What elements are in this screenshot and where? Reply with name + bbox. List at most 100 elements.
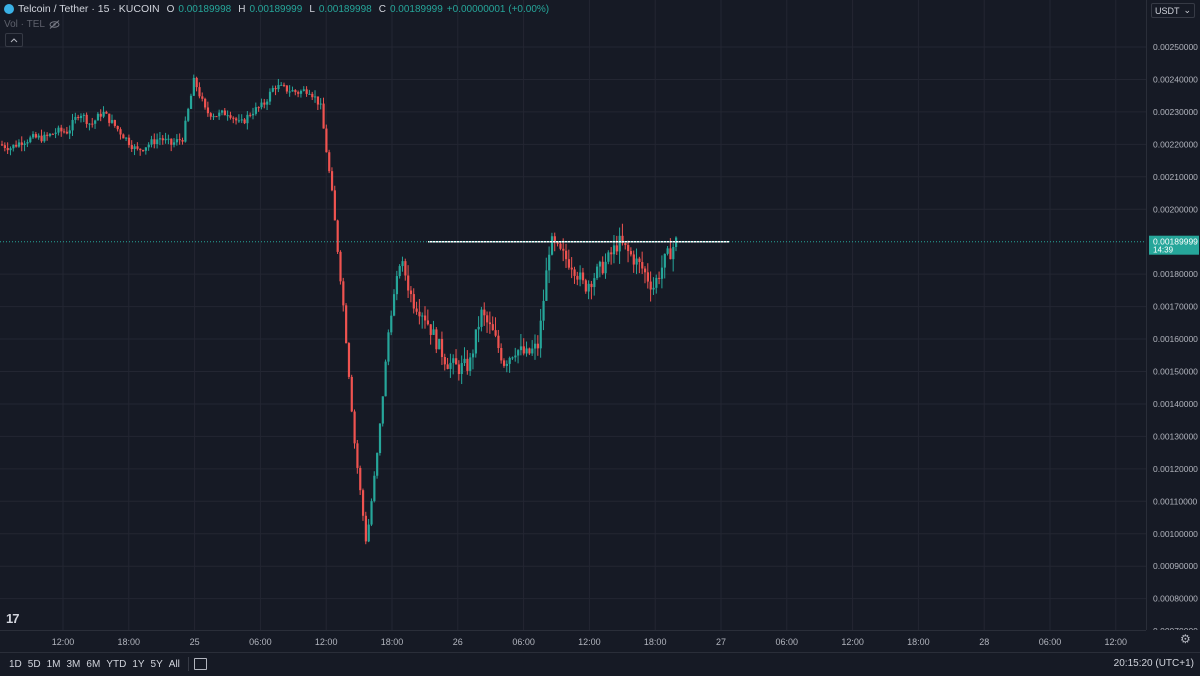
- time-tick-label: 25: [190, 637, 200, 647]
- candle-body: [333, 190, 336, 221]
- price-axis[interactable]: 0.00250000 0.00240000 0.00230000 0.00220000…: [1146, 0, 1200, 636]
- tradingview-logo-icon[interactable]: 17: [6, 611, 20, 626]
- candle-body: [29, 137, 32, 143]
- ohlc-open-key: O: [166, 3, 175, 15]
- candle-body: [655, 277, 658, 288]
- range-5d-button[interactable]: 5D: [27, 658, 41, 670]
- candle-body: [629, 251, 633, 255]
- candle-body: [119, 129, 122, 135]
- candle-body: [158, 138, 162, 140]
- candle-body: [415, 308, 418, 312]
- range-3m-button[interactable]: 3M: [66, 658, 81, 670]
- candle-body: [621, 235, 624, 244]
- price-tick-label: 0.00160000: [1153, 334, 1198, 344]
- range-1m-button[interactable]: 1M: [46, 658, 61, 670]
- candle-body: [353, 411, 356, 444]
- candle-body: [418, 311, 421, 317]
- candle-body: [108, 113, 111, 123]
- candle-body: [237, 120, 241, 122]
- candle-body: [54, 132, 57, 134]
- collapse-legend-button[interactable]: [5, 33, 23, 47]
- candle-body: [618, 235, 621, 252]
- range-1y-button[interactable]: 1Y: [132, 658, 145, 670]
- currency-select[interactable]: USDT ⌄: [1151, 3, 1195, 18]
- candle-body: [545, 270, 548, 301]
- time-tick-label: 06:00: [249, 637, 272, 647]
- candle-body: [88, 123, 91, 125]
- price-tick-label: 0.00230000: [1153, 107, 1198, 117]
- candle-body: [426, 320, 430, 325]
- time-tick-label: 06:00: [512, 637, 535, 647]
- calendar-goto-icon[interactable]: [193, 658, 207, 670]
- price-tick-label: 0.00240000: [1153, 74, 1198, 84]
- range-ytd-button[interactable]: YTD: [106, 658, 127, 670]
- range-5y-button[interactable]: 5Y: [150, 658, 163, 670]
- candle-body: [370, 501, 373, 525]
- candle-body: [32, 134, 35, 138]
- candle-body: [339, 251, 342, 282]
- eye-hidden-icon[interactable]: [49, 20, 60, 29]
- candle-body: [469, 357, 472, 371]
- candle-body: [260, 102, 263, 108]
- candle-body: [271, 88, 274, 92]
- time-axis[interactable]: 12:00 18:00 25 06:00 12:00 18:00 26 06:00 12:00 1…: [0, 630, 1146, 653]
- candle-body: [153, 139, 156, 145]
- candle-body: [663, 253, 666, 268]
- chevron-down-icon: ⌄: [1183, 5, 1191, 15]
- candle-body: [99, 113, 102, 117]
- candle-body: [494, 330, 497, 336]
- range-6m-button[interactable]: 6M: [86, 658, 101, 670]
- candle-body: [542, 300, 545, 321]
- candle-body: [483, 309, 486, 316]
- candle-body: [266, 101, 269, 105]
- candle-body: [593, 278, 596, 288]
- candle-body: [251, 113, 255, 116]
- candle-body: [325, 128, 328, 153]
- candle-body: [378, 423, 382, 454]
- candle-body: [240, 119, 243, 121]
- candle-body: [565, 250, 568, 260]
- settings-gear-icon[interactable]: ⚙: [1180, 632, 1191, 646]
- candle-body: [74, 116, 77, 120]
- chart-area[interactable]: [0, 0, 1146, 632]
- candle-body: [514, 355, 517, 358]
- candle-body: [82, 114, 85, 116]
- candle-body: [429, 324, 432, 335]
- range-buttons: 1D 5D 1M 3M 6M YTD 1Y 5Y All: [6, 657, 207, 671]
- candle-body: [361, 490, 365, 516]
- candle-body: [277, 84, 280, 90]
- range-1d-button[interactable]: 1D: [9, 658, 22, 670]
- candle-body: [387, 332, 390, 362]
- price-chart[interactable]: [0, 0, 1146, 632]
- ohlc-open-value: 0.00189998: [178, 3, 232, 15]
- candle-body: [457, 364, 461, 375]
- candle-body: [94, 120, 97, 124]
- clock-timezone[interactable]: 20:15:20 (UTC+1): [1113, 658, 1194, 669]
- candle-body: [502, 360, 506, 366]
- candle-body: [43, 134, 46, 142]
- volume-indicator-row[interactable]: Vol · TEL: [4, 19, 60, 30]
- candle-body: [57, 127, 60, 133]
- candle-body: [12, 144, 15, 149]
- candle-body: [612, 245, 616, 255]
- candle-body: [601, 261, 604, 274]
- candle-body: [122, 134, 125, 139]
- range-all-button[interactable]: All: [168, 658, 180, 670]
- candle-body: [627, 245, 630, 252]
- candle-body: [9, 148, 12, 151]
- time-tick-label: 18:00: [644, 637, 667, 647]
- candle-body: [584, 280, 587, 292]
- candle-body: [215, 116, 218, 118]
- candle-body: [195, 77, 198, 88]
- ohlc-high-key: H: [238, 3, 246, 15]
- symbol-title[interactable]: Telcoin / Tether · 15 · KUCOIN: [18, 3, 160, 15]
- candle-body: [624, 243, 627, 246]
- candle-body: [330, 171, 334, 191]
- candle-body: [223, 110, 226, 116]
- candle-body: [412, 294, 415, 309]
- candle-body: [127, 137, 131, 146]
- candle-body: [449, 362, 452, 369]
- time-tick-label: 12:00: [315, 637, 338, 647]
- candle-body: [590, 283, 593, 288]
- candle-body: [500, 348, 503, 361]
